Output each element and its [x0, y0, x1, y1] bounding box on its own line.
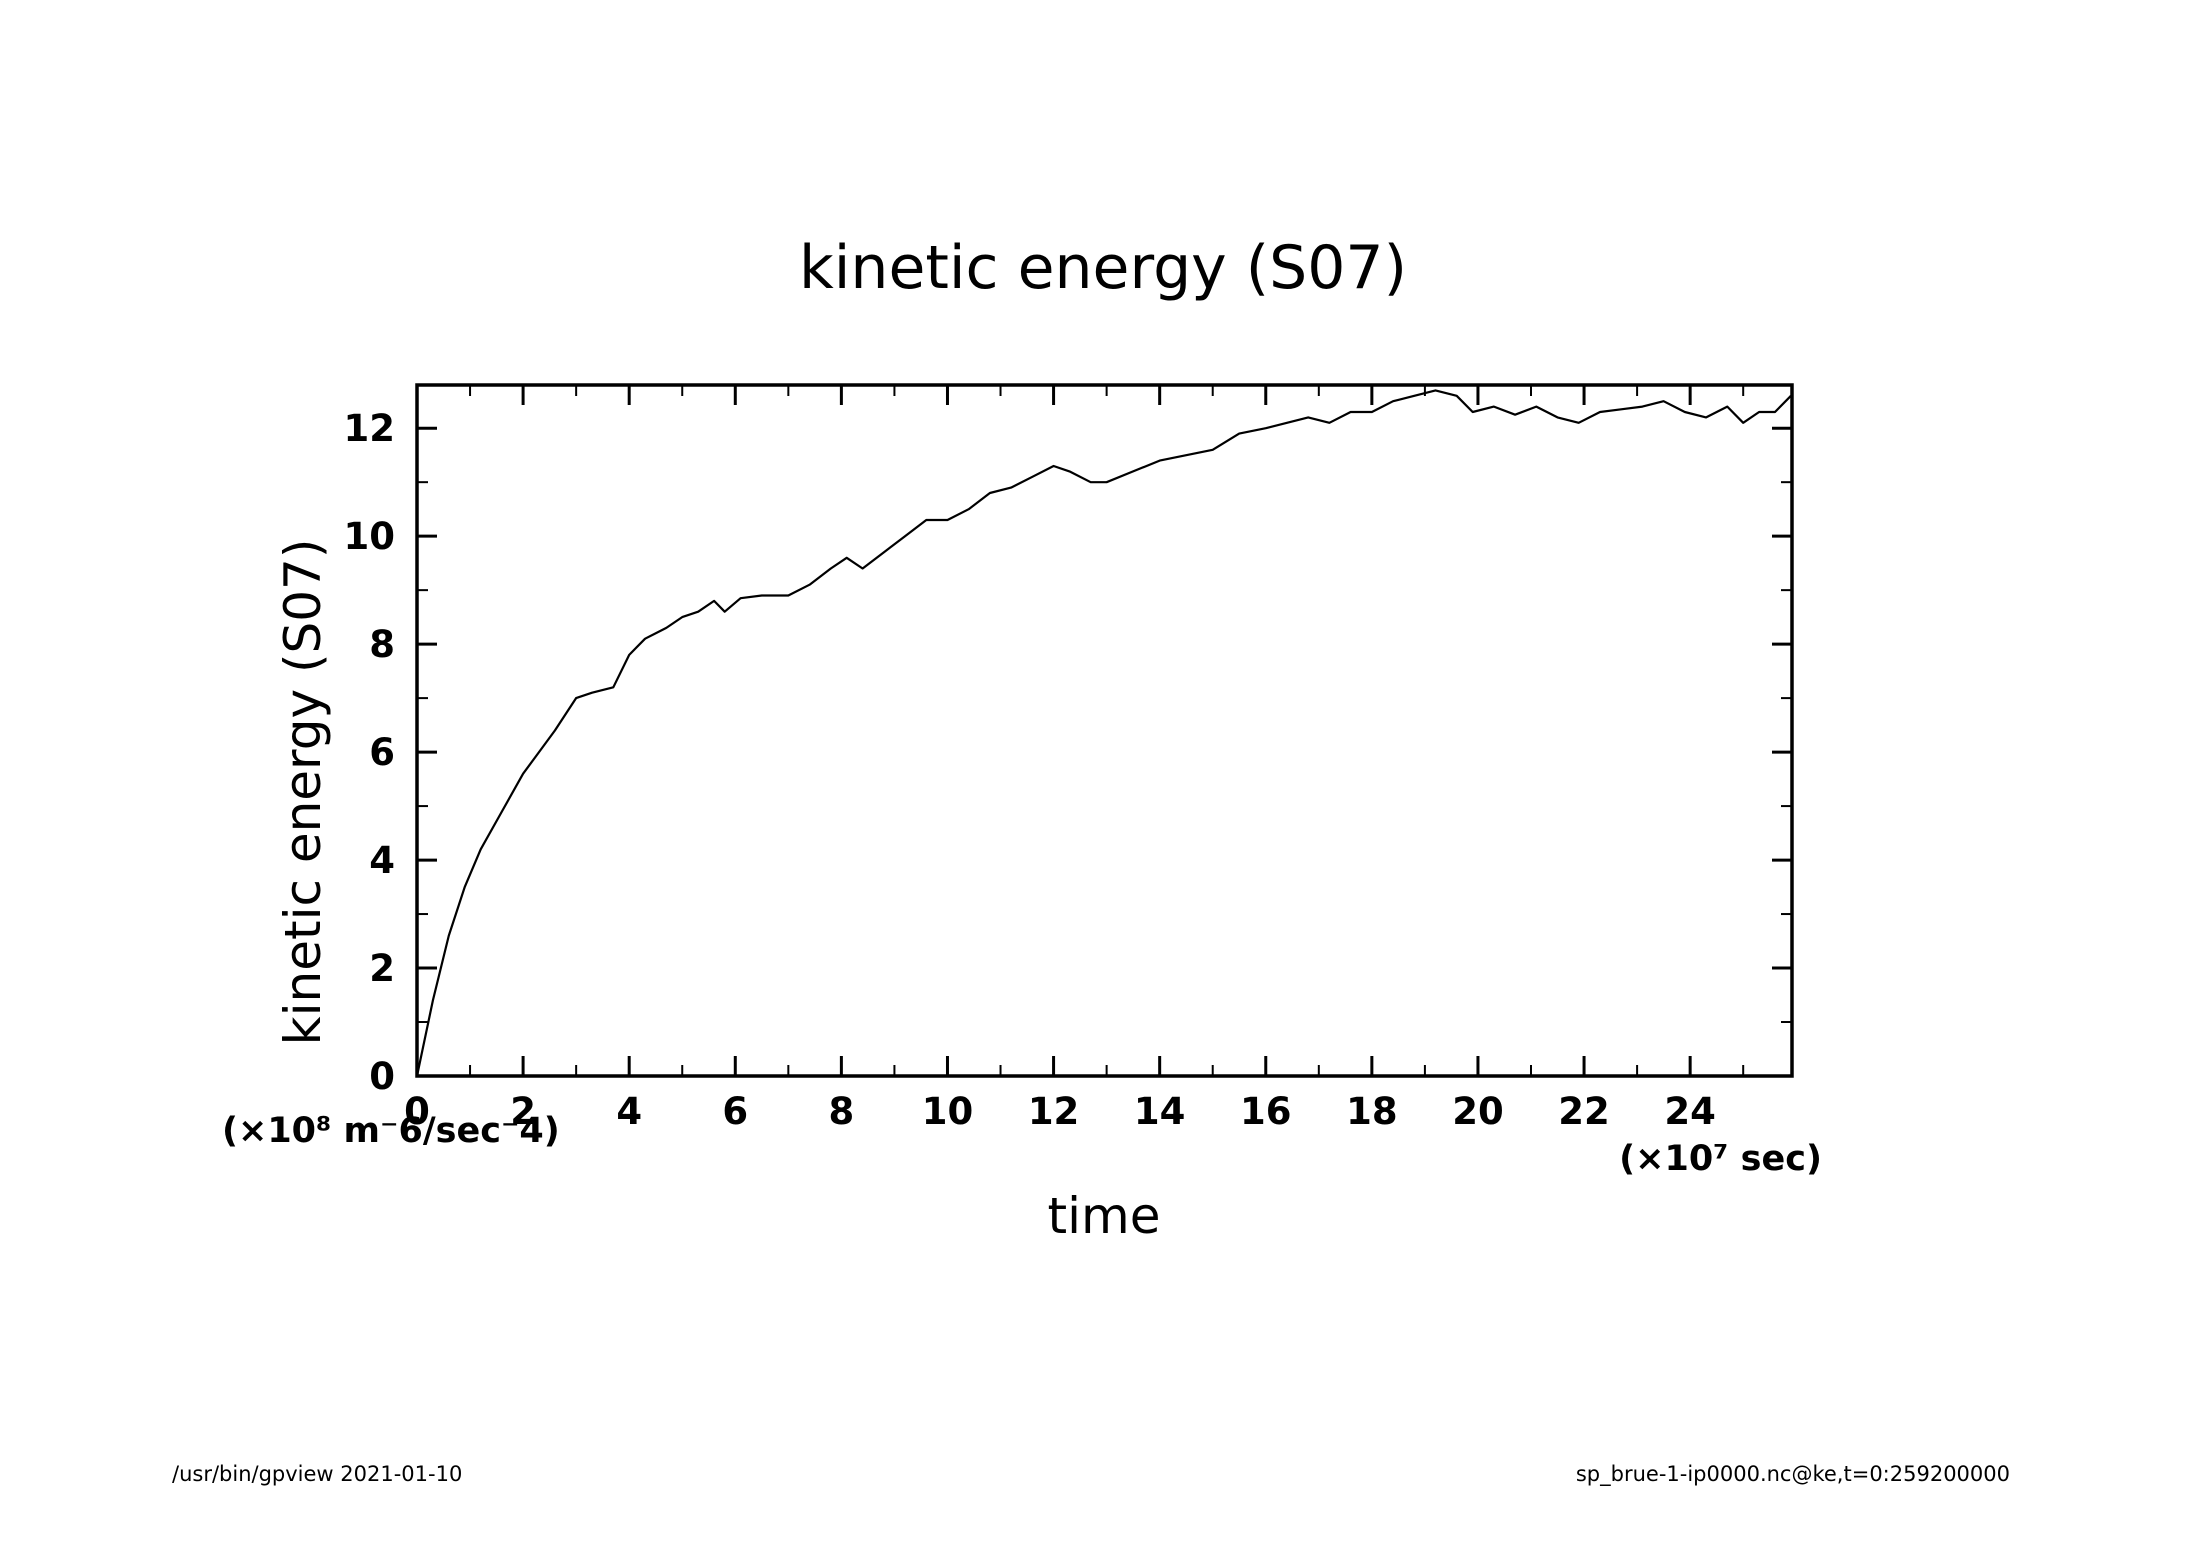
- y-tick-label: 2: [369, 947, 395, 990]
- x-tick-label: 14: [1134, 1090, 1186, 1133]
- x-tick-label: 6: [722, 1090, 748, 1133]
- x-tick-label: 16: [1240, 1090, 1292, 1133]
- footer-left: /usr/bin/gpview 2021-01-10: [172, 1462, 463, 1486]
- plot-frame: [415, 383, 1794, 1078]
- x-axis-label: time: [1048, 1187, 1161, 1245]
- x-tick-label: 20: [1452, 1090, 1504, 1133]
- y-tick-label: 12: [344, 407, 396, 450]
- y-tick-label: 10: [344, 515, 396, 558]
- x-tick-label: 22: [1558, 1090, 1610, 1133]
- y-tick-label: 0: [369, 1055, 395, 1098]
- axis-ticks: [415, 385, 1792, 1078]
- y-tick-label: 8: [369, 623, 395, 666]
- x-tick-label: 12: [1028, 1090, 1080, 1133]
- footer-right: sp_brue-1-ip0000.nc@ke,t=0:259200000: [1575, 1462, 2010, 1486]
- y-tick-label: 4: [369, 839, 395, 882]
- x-tick-label: 24: [1664, 1090, 1716, 1133]
- y-tick-label: 6: [369, 731, 395, 774]
- y-axis-label: kinetic energy (S07): [274, 539, 332, 1046]
- x-unit-label: (×10⁷ sec): [1619, 1139, 1822, 1179]
- x-tick-label: 10: [922, 1090, 974, 1133]
- y-unit-label: (×10⁸ m⁻6/sec⁻4): [222, 1111, 560, 1151]
- x-tick-label: 4: [616, 1090, 642, 1133]
- x-tick-label: 8: [829, 1090, 855, 1133]
- series-line: [415, 389, 1792, 1077]
- x-tick-label: 0: [404, 1090, 430, 1133]
- x-tick-label: 18: [1346, 1090, 1398, 1133]
- chart-title: kinetic energy (S07): [799, 233, 1407, 303]
- x-tick-label: 2: [510, 1090, 536, 1133]
